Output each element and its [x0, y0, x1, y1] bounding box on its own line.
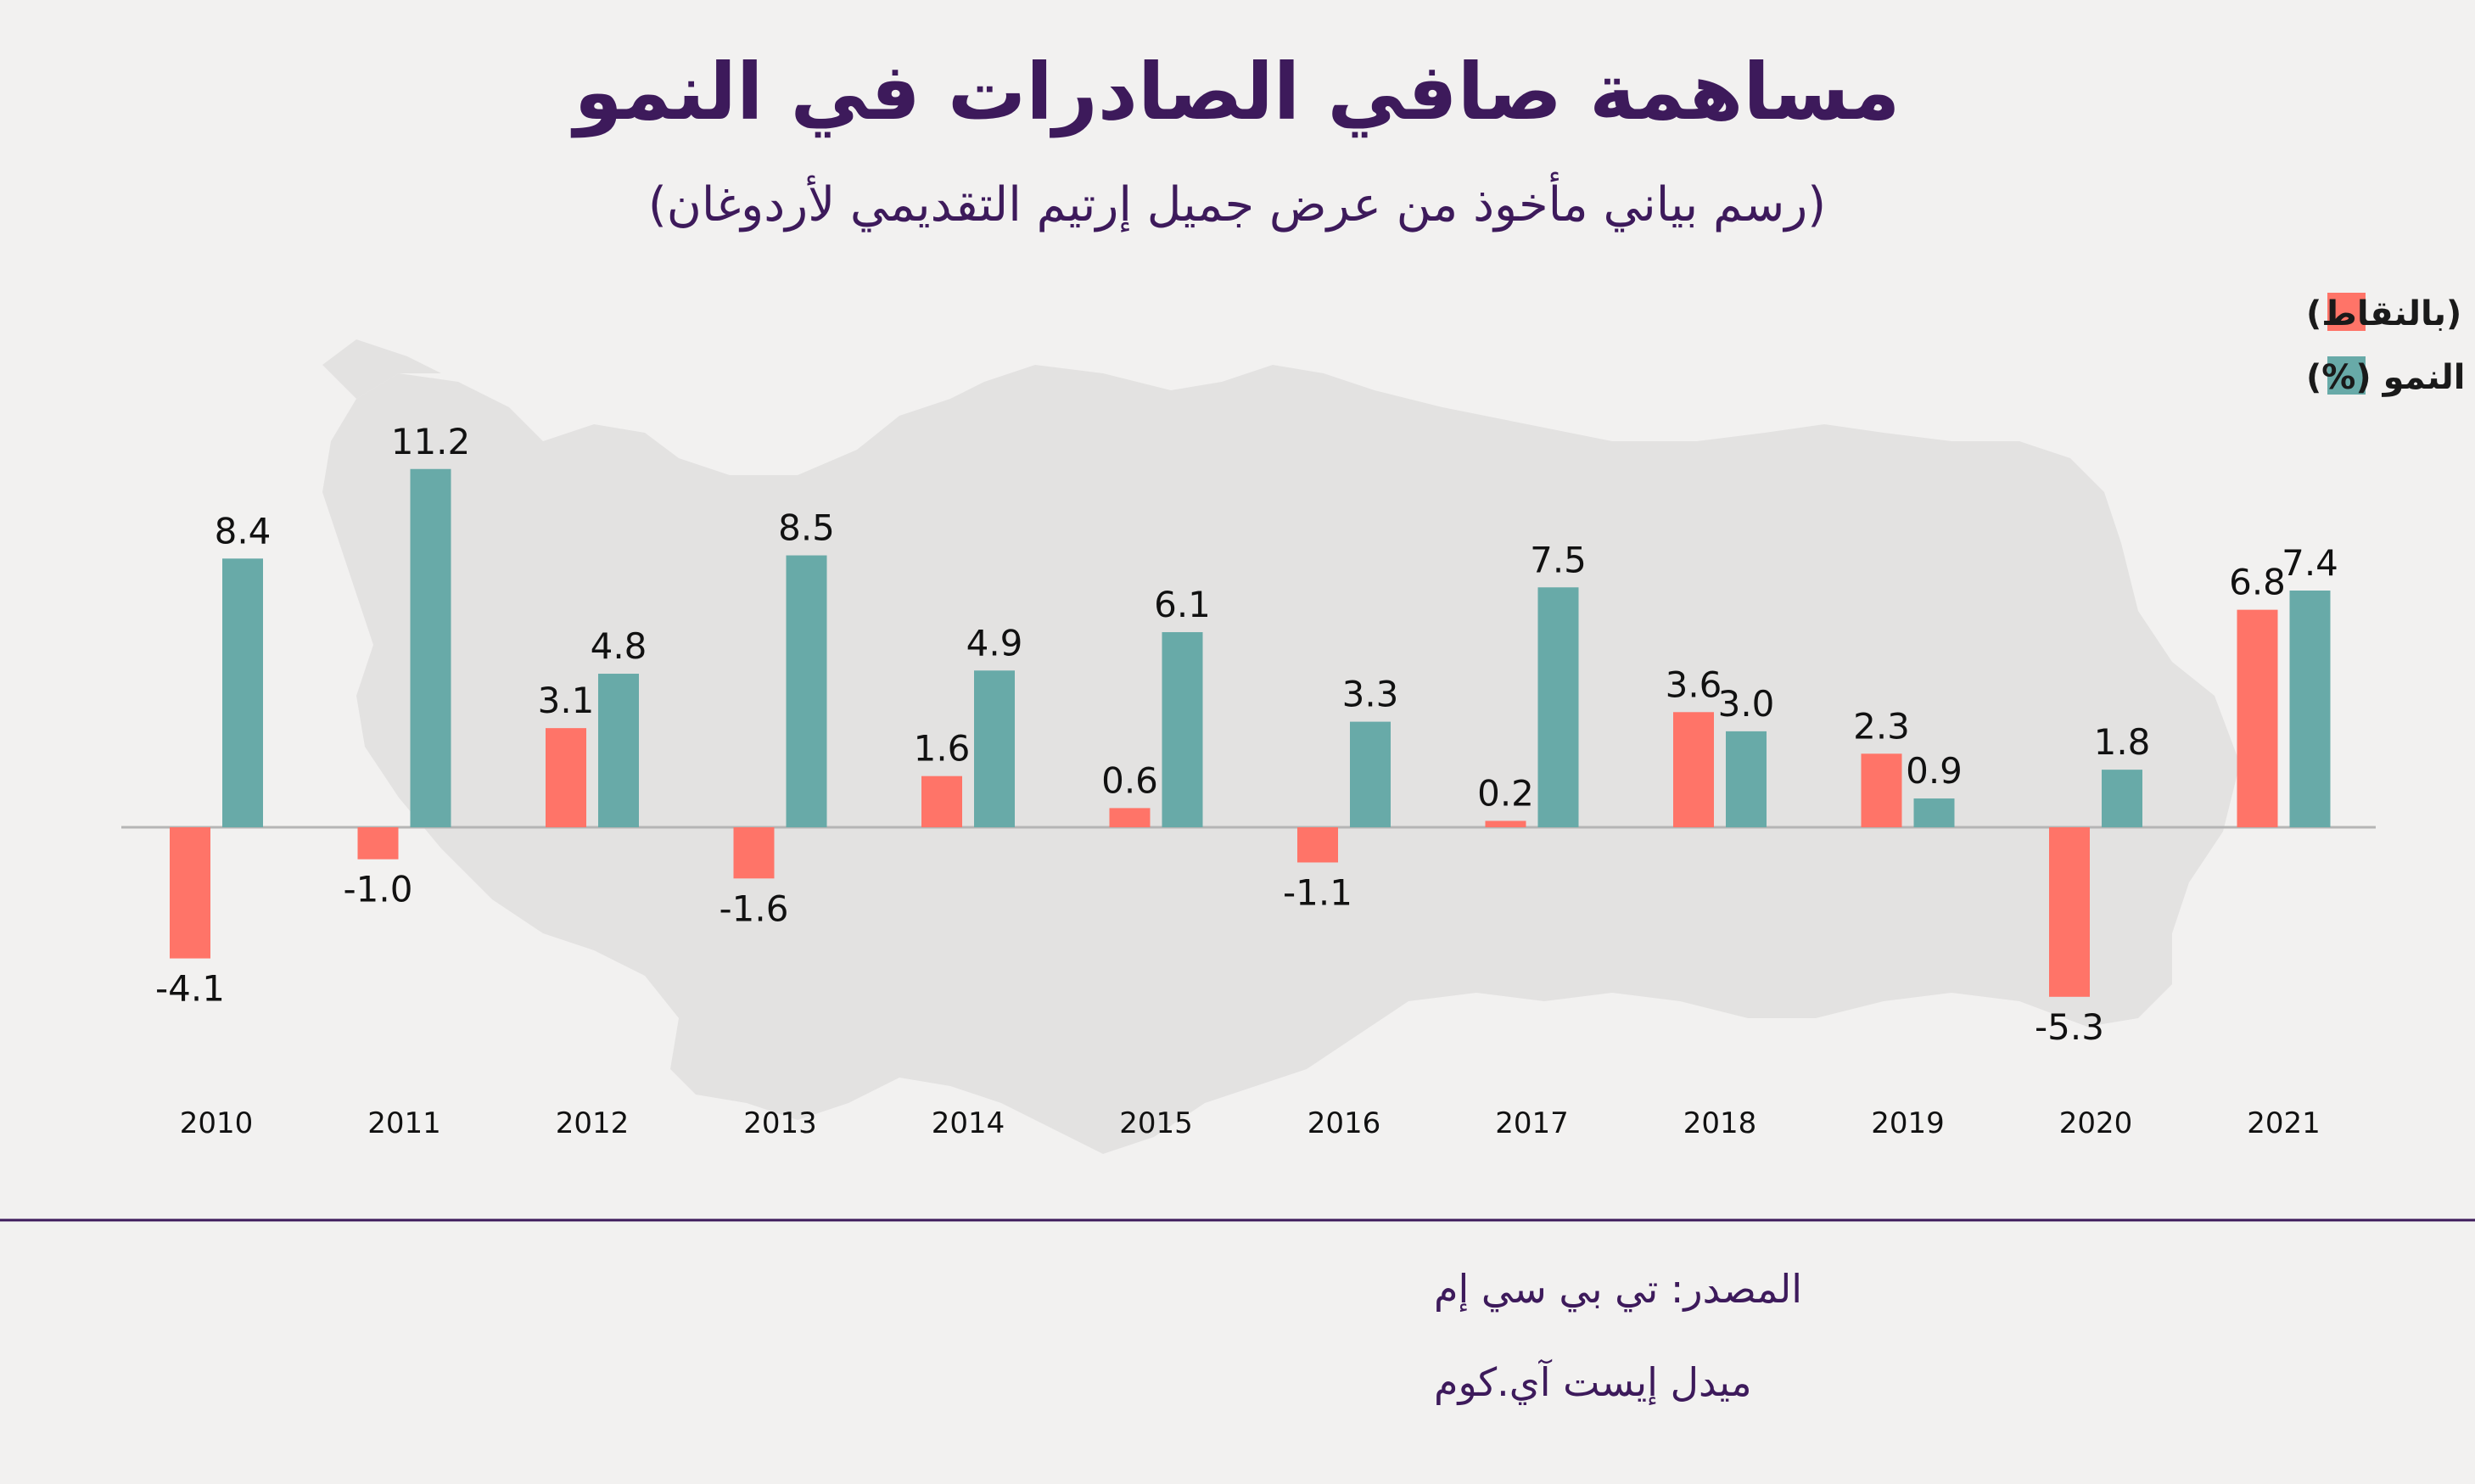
bar-net-exports-2014 — [921, 776, 962, 827]
x-tick-label-2019: 2019 — [1871, 1106, 1945, 1140]
value-label-growth-2021: 7.4 — [2282, 542, 2338, 584]
value-label-growth-2018: 3.0 — [1718, 683, 1775, 725]
plot-area: -4.1 8.4 2010 -1.0 11.2 2011 3.1 4.8 2012 -1.6 8.5… — [121, 421, 2376, 1140]
bar-growth-2016 — [1350, 721, 1391, 827]
x-tick-label-2021: 2021 — [2247, 1106, 2321, 1140]
x-tick-label-2012: 2012 — [556, 1106, 630, 1140]
bar-net-exports-2021 — [2237, 609, 2278, 827]
value-label-growth-2013: 8.5 — [778, 507, 835, 549]
bar-net-exports-2016 — [1297, 827, 1338, 863]
bar-growth-2013 — [786, 555, 827, 827]
bar-growth-2017 — [1537, 587, 1579, 827]
bar-growth-2010 — [222, 558, 263, 827]
value-label-net-exports-2012: 3.1 — [538, 680, 595, 721]
source-line-2: ميدل إيست آي.كوم — [1434, 1359, 1752, 1406]
value-label-growth-2017: 7.5 — [1530, 539, 1587, 580]
legend: صافي الصادرات (بالنقاط) النمو (%) — [2306, 293, 2475, 397]
bar-net-exports-2010 — [170, 827, 210, 959]
bar-growth-2021 — [2289, 591, 2331, 827]
legend-swatch-net-exports — [2327, 293, 2366, 331]
x-tick-label-2010: 2010 — [180, 1106, 254, 1140]
map-thrace — [322, 339, 441, 399]
legend-label-net-exports: صافي الصادرات (بالنقاط) — [2306, 294, 2475, 333]
bar-growth-2020 — [2102, 770, 2142, 827]
x-tick-label-2017: 2017 — [1495, 1106, 1569, 1140]
x-tick-label-2013: 2013 — [743, 1106, 817, 1140]
value-label-growth-2014: 4.9 — [966, 622, 1023, 664]
bar-net-exports-2013 — [733, 827, 775, 879]
bar-growth-2011 — [410, 468, 451, 827]
x-tick-label-2014: 2014 — [932, 1106, 1005, 1140]
value-label-growth-2019: 0.9 — [1906, 750, 1963, 792]
legend-label-growth: النمو (%) — [2306, 358, 2466, 397]
bar-growth-2012 — [598, 674, 639, 827]
value-label-net-exports-2017: 0.2 — [1477, 772, 1534, 814]
x-tick-label-2016: 2016 — [1307, 1106, 1381, 1140]
value-label-growth-2010: 8.4 — [215, 510, 272, 552]
bar-net-exports-2020 — [2049, 827, 2090, 997]
x-tick-label-2015: 2015 — [1119, 1106, 1193, 1140]
x-tick-label-2018: 2018 — [1683, 1106, 1757, 1140]
bar-growth-2014 — [974, 670, 1015, 827]
value-label-net-exports-2015: 0.6 — [1101, 759, 1158, 801]
bar-net-exports-2011 — [357, 827, 399, 860]
bar-growth-2015 — [1162, 632, 1203, 827]
value-label-growth-2020: 1.8 — [2094, 721, 2151, 763]
x-tick-label-2020: 2020 — [2059, 1106, 2133, 1140]
source-line-1: المصدر: تي بي سي إم — [1434, 1266, 1802, 1313]
value-label-net-exports-2018: 3.6 — [1666, 664, 1722, 705]
value-label-net-exports-2016: -1.1 — [1283, 871, 1352, 913]
bar-net-exports-2012 — [546, 728, 586, 827]
chart-title: مساهمة صافي الصادرات في النمو — [570, 47, 1900, 138]
value-label-net-exports-2020: -5.3 — [2035, 1006, 2104, 1048]
bar-growth-2019 — [1913, 798, 1955, 827]
value-label-growth-2015: 6.1 — [1154, 584, 1211, 625]
value-label-net-exports-2013: -1.6 — [720, 888, 789, 929]
value-label-net-exports-2011: -1.0 — [344, 869, 413, 910]
bar-growth-2018 — [1726, 731, 1767, 827]
legend-swatch-growth — [2327, 356, 2366, 395]
value-label-net-exports-2010: -4.1 — [155, 968, 225, 1010]
x-tick-label-2011: 2011 — [367, 1106, 441, 1140]
bar-net-exports-2017 — [1485, 820, 1526, 827]
value-label-growth-2012: 4.8 — [591, 625, 647, 667]
bar-net-exports-2018 — [1673, 712, 1714, 827]
bar-net-exports-2019 — [1861, 753, 1902, 827]
bar-net-exports-2015 — [1109, 808, 1151, 827]
value-label-growth-2011: 11.2 — [391, 421, 471, 462]
value-label-net-exports-2021: 6.8 — [2229, 562, 2286, 603]
chart-subtitle: (رسم بياني مأخوذ من عرض جميل إرتيم التقد… — [648, 171, 1826, 233]
value-label-net-exports-2019: 2.3 — [1853, 705, 1910, 747]
value-label-net-exports-2014: 1.6 — [914, 728, 971, 770]
value-label-growth-2016: 3.3 — [1342, 674, 1399, 715]
